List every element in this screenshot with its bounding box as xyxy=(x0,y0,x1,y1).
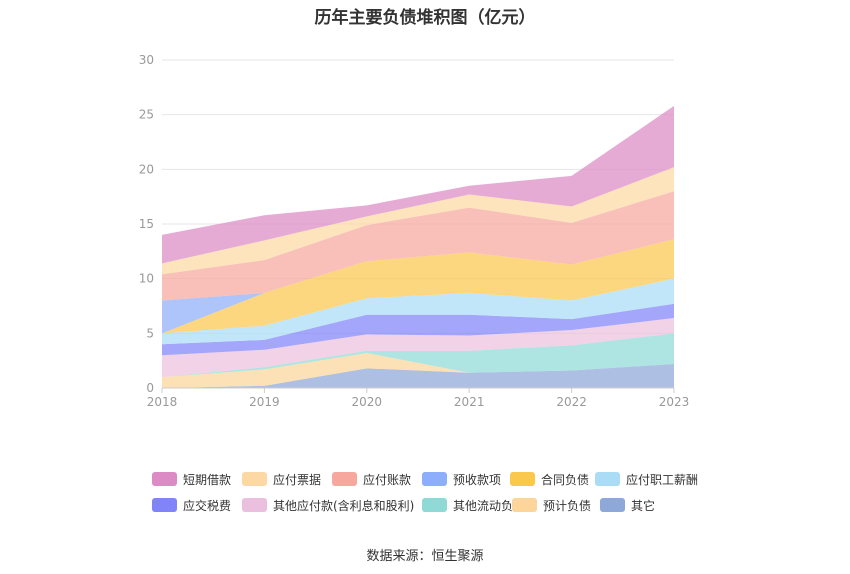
legend-item[interactable]: 应付职工薪酬 xyxy=(595,470,698,488)
y-tick-label: 30 xyxy=(139,53,154,67)
area-series xyxy=(162,353,674,388)
area-series xyxy=(162,278,674,345)
y-tick-label: 25 xyxy=(139,108,154,122)
area-series xyxy=(162,363,674,388)
area-series xyxy=(162,239,674,334)
x-tick-label: 2018 xyxy=(147,395,178,409)
legend-item[interactable]: 合同负债 xyxy=(510,470,589,488)
area-series xyxy=(162,167,674,275)
area-series xyxy=(162,105,674,264)
legend-label: 预计负债 xyxy=(543,498,592,513)
legend-label: 应交税费 xyxy=(183,498,232,513)
legend-swatch xyxy=(332,472,357,486)
y-tick-label: 5 xyxy=(146,326,154,340)
legend-label: 应付账款 xyxy=(363,472,412,487)
area-series xyxy=(162,318,674,378)
legend-swatch xyxy=(510,472,535,486)
area-series xyxy=(162,333,674,378)
x-tick-label: 2023 xyxy=(659,395,690,409)
legend-label: 合同负债 xyxy=(541,472,590,487)
legend-item[interactable]: 应交税费 xyxy=(152,496,231,514)
legend-label: 其他应付款(含利息和股利) xyxy=(273,498,415,513)
legend-label: 应付职工薪酬 xyxy=(626,472,699,487)
legend-label: 其它 xyxy=(631,498,656,513)
area-series xyxy=(162,191,674,301)
legend-label: 其他流动负债 xyxy=(453,498,526,513)
data-source: 数据来源：恒生聚源 xyxy=(366,549,484,564)
chart-title: 历年主要负债堆积图（亿元） xyxy=(314,8,536,28)
legend-label: 预收款项 xyxy=(453,472,502,487)
legend-item[interactable]: 其他应付款(含利息和股利) xyxy=(242,496,414,514)
legend-item[interactable]: 其他流动负债 xyxy=(422,496,525,514)
legend-item[interactable]: 其它 xyxy=(600,496,655,514)
legend-item[interactable]: 预计负债 xyxy=(512,496,591,514)
x-tick-label: 2019 xyxy=(249,395,280,409)
legend-swatch xyxy=(600,498,625,512)
area-series xyxy=(162,303,674,356)
legend-swatch xyxy=(512,498,537,512)
legend-item[interactable]: 预收款项 xyxy=(422,470,501,488)
legend-swatch xyxy=(595,472,620,486)
y-tick-label: 10 xyxy=(139,272,154,286)
x-tick-label: 2020 xyxy=(352,395,383,409)
legend-swatch xyxy=(242,472,267,486)
legend-swatch xyxy=(422,498,447,512)
x-tick-label: 2021 xyxy=(454,395,485,409)
legend-swatch xyxy=(152,498,177,512)
y-tick-label: 0 xyxy=(146,381,154,395)
legend-item[interactable]: 应付账款 xyxy=(332,470,411,488)
legend-swatch xyxy=(422,472,447,486)
legend-swatch xyxy=(242,498,267,512)
y-tick-label: 20 xyxy=(139,162,154,176)
legend-swatch xyxy=(152,472,177,486)
y-tick-label: 15 xyxy=(139,217,154,231)
legend-item[interactable]: 短期借款 xyxy=(152,470,231,488)
stacked-area-chart: 0 5 10 15 20 25 30 2018 2019 2020 2021 2022 2023 xyxy=(139,53,690,409)
legend-item[interactable]: 应付票据 xyxy=(242,470,321,488)
x-tick-label: 2022 xyxy=(556,395,587,409)
legend-label: 短期借款 xyxy=(183,472,232,487)
legend-label: 应付票据 xyxy=(273,472,322,487)
